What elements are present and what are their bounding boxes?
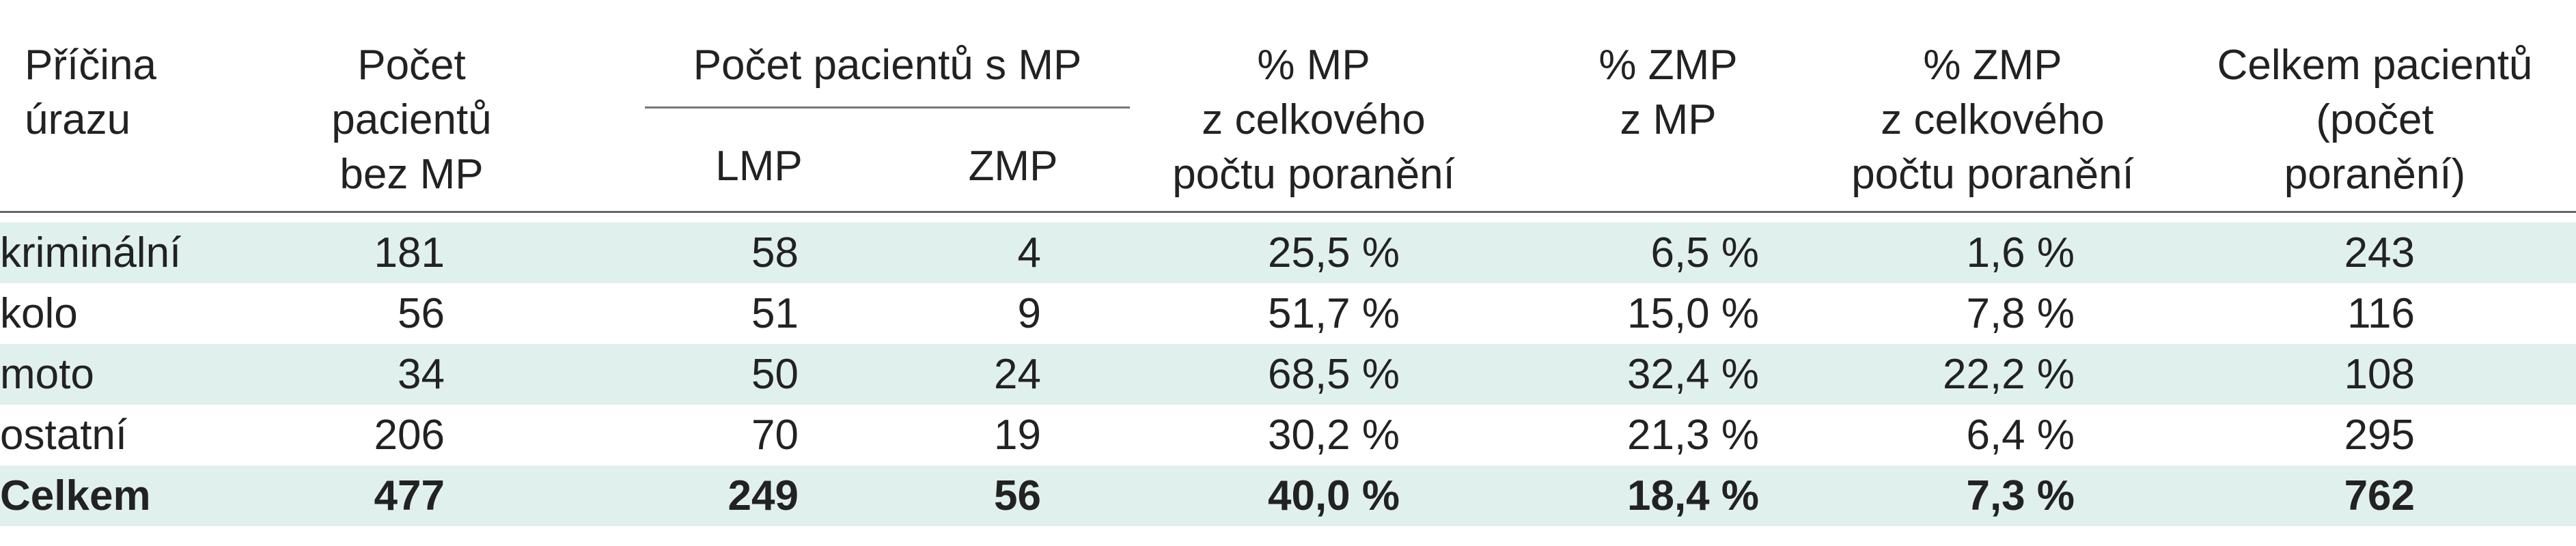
header-line: Počet	[357, 42, 466, 89]
data-table: Příčina úrazu Počet pacientů bez MP Počet pac…	[0, 0, 2576, 526]
header-row: LMP ZMP	[0, 109, 2576, 212]
cell: 50	[642, 343, 889, 405]
header-cell: Počet pacientů s MP	[642, 0, 1137, 109]
header-cell: ZMP	[889, 109, 1137, 212]
cell: 9	[1017, 289, 1042, 337]
data-row: moto 34 50 24 68,5 % 32,4 % 22,2 % 108	[0, 343, 2576, 405]
header-rule	[0, 210, 2576, 222]
cell: 56	[398, 289, 445, 337]
header-cell: Počet pacientů bez MP	[272, 0, 642, 212]
cell: 6,5 %	[1491, 222, 1812, 283]
header-line: ZMP	[968, 142, 1058, 190]
header-line: z celkového	[1881, 96, 2105, 143]
cell: 18,4 %	[1491, 465, 1812, 526]
header-line: bez MP	[340, 151, 484, 198]
row-label: kriminální	[0, 222, 272, 283]
header-line: z MP	[1620, 96, 1717, 143]
header-line: počtu poranění	[1172, 151, 1455, 198]
cell: 24	[889, 343, 1137, 405]
cell: 70	[751, 411, 799, 459]
header-line: % MP	[1257, 42, 1370, 89]
header-cell: Příčina úrazu	[0, 0, 272, 212]
data-row: Celkem 477 249 56 40,0 % 18,4 % 7,3 % 762	[0, 465, 2576, 526]
cell: 21,3 %	[1626, 411, 1760, 459]
group-header: Počet pacientů s MP	[645, 38, 1131, 109]
cell: 108	[2174, 343, 2576, 405]
row-label: ostatní	[0, 411, 128, 459]
cell: 19	[994, 411, 1042, 459]
row-label: Celkem	[0, 465, 272, 526]
cell: 32,4 %	[1491, 343, 1812, 405]
cell: 15,0 %	[1626, 289, 1760, 337]
header-line: % ZMP	[1598, 42, 1738, 89]
cell: 68,5 %	[1137, 343, 1491, 405]
cell: 51	[751, 289, 799, 337]
cell: 243	[2174, 222, 2576, 283]
cell: 58	[642, 222, 889, 283]
cell: 51,7 %	[1267, 289, 1400, 337]
header-cell: Celkem pacientů (počet poranění)	[2174, 0, 2576, 212]
cell: 25,5 %	[1137, 222, 1491, 283]
cell: 181	[272, 222, 642, 283]
cell: 34	[272, 343, 642, 405]
cell: 762	[2174, 465, 2576, 526]
cell: 4	[889, 222, 1137, 283]
cell: 56	[889, 465, 1137, 526]
header-line: (počet	[2316, 96, 2434, 143]
header-line: Celkem pacientů	[2217, 42, 2533, 89]
cell: 30,2 %	[1267, 411, 1400, 459]
rule	[0, 210, 2576, 222]
header-row: Příčina úrazu Počet pacientů bez MP Počet pac…	[0, 0, 2576, 198]
header-line: Příčina	[25, 42, 156, 89]
cell: 477	[272, 465, 642, 526]
cell: 7,8 %	[1966, 289, 2075, 337]
cell: 116	[2347, 289, 2415, 337]
header-line: % ZMP	[1923, 42, 2062, 89]
cell: 22,2 %	[1812, 343, 2174, 405]
cell: 206	[374, 411, 445, 459]
header-cell: % MP z celkového počtu poranění	[1137, 0, 1491, 212]
cell: 7,3 %	[1812, 465, 2174, 526]
header-line: úrazu	[25, 96, 131, 143]
data-row: ostatní 206 70 19 30,2 % 21,3 % 6,4 % 295	[0, 405, 2576, 465]
header-line: z celkového	[1202, 96, 1426, 143]
cell: 249	[642, 465, 889, 526]
row-label: moto	[0, 343, 272, 405]
header-cell: LMP	[642, 109, 889, 212]
cell: 1,6 %	[1812, 222, 2174, 283]
header-cell: % ZMP z celkového počtu poranění	[1812, 0, 2174, 212]
header-line: poranění)	[2284, 151, 2466, 198]
header-cell: % ZMP z MP	[1491, 0, 1812, 212]
header-line: pacientů	[331, 96, 492, 143]
data-row: kolo 56 51 9 51,7 % 15,0 % 7,8 % 116	[0, 283, 2576, 344]
cell: 295	[2344, 411, 2415, 459]
cell: 6,4 %	[1966, 411, 2075, 459]
row-label: kolo	[0, 289, 78, 337]
data-row: kriminální 181 58 4 25,5 % 6,5 % 1,6 % 243	[0, 222, 2576, 283]
cell: 40,0 %	[1137, 465, 1491, 526]
header-line: LMP	[715, 142, 803, 190]
header-line: počtu poranění	[1851, 151, 2134, 198]
